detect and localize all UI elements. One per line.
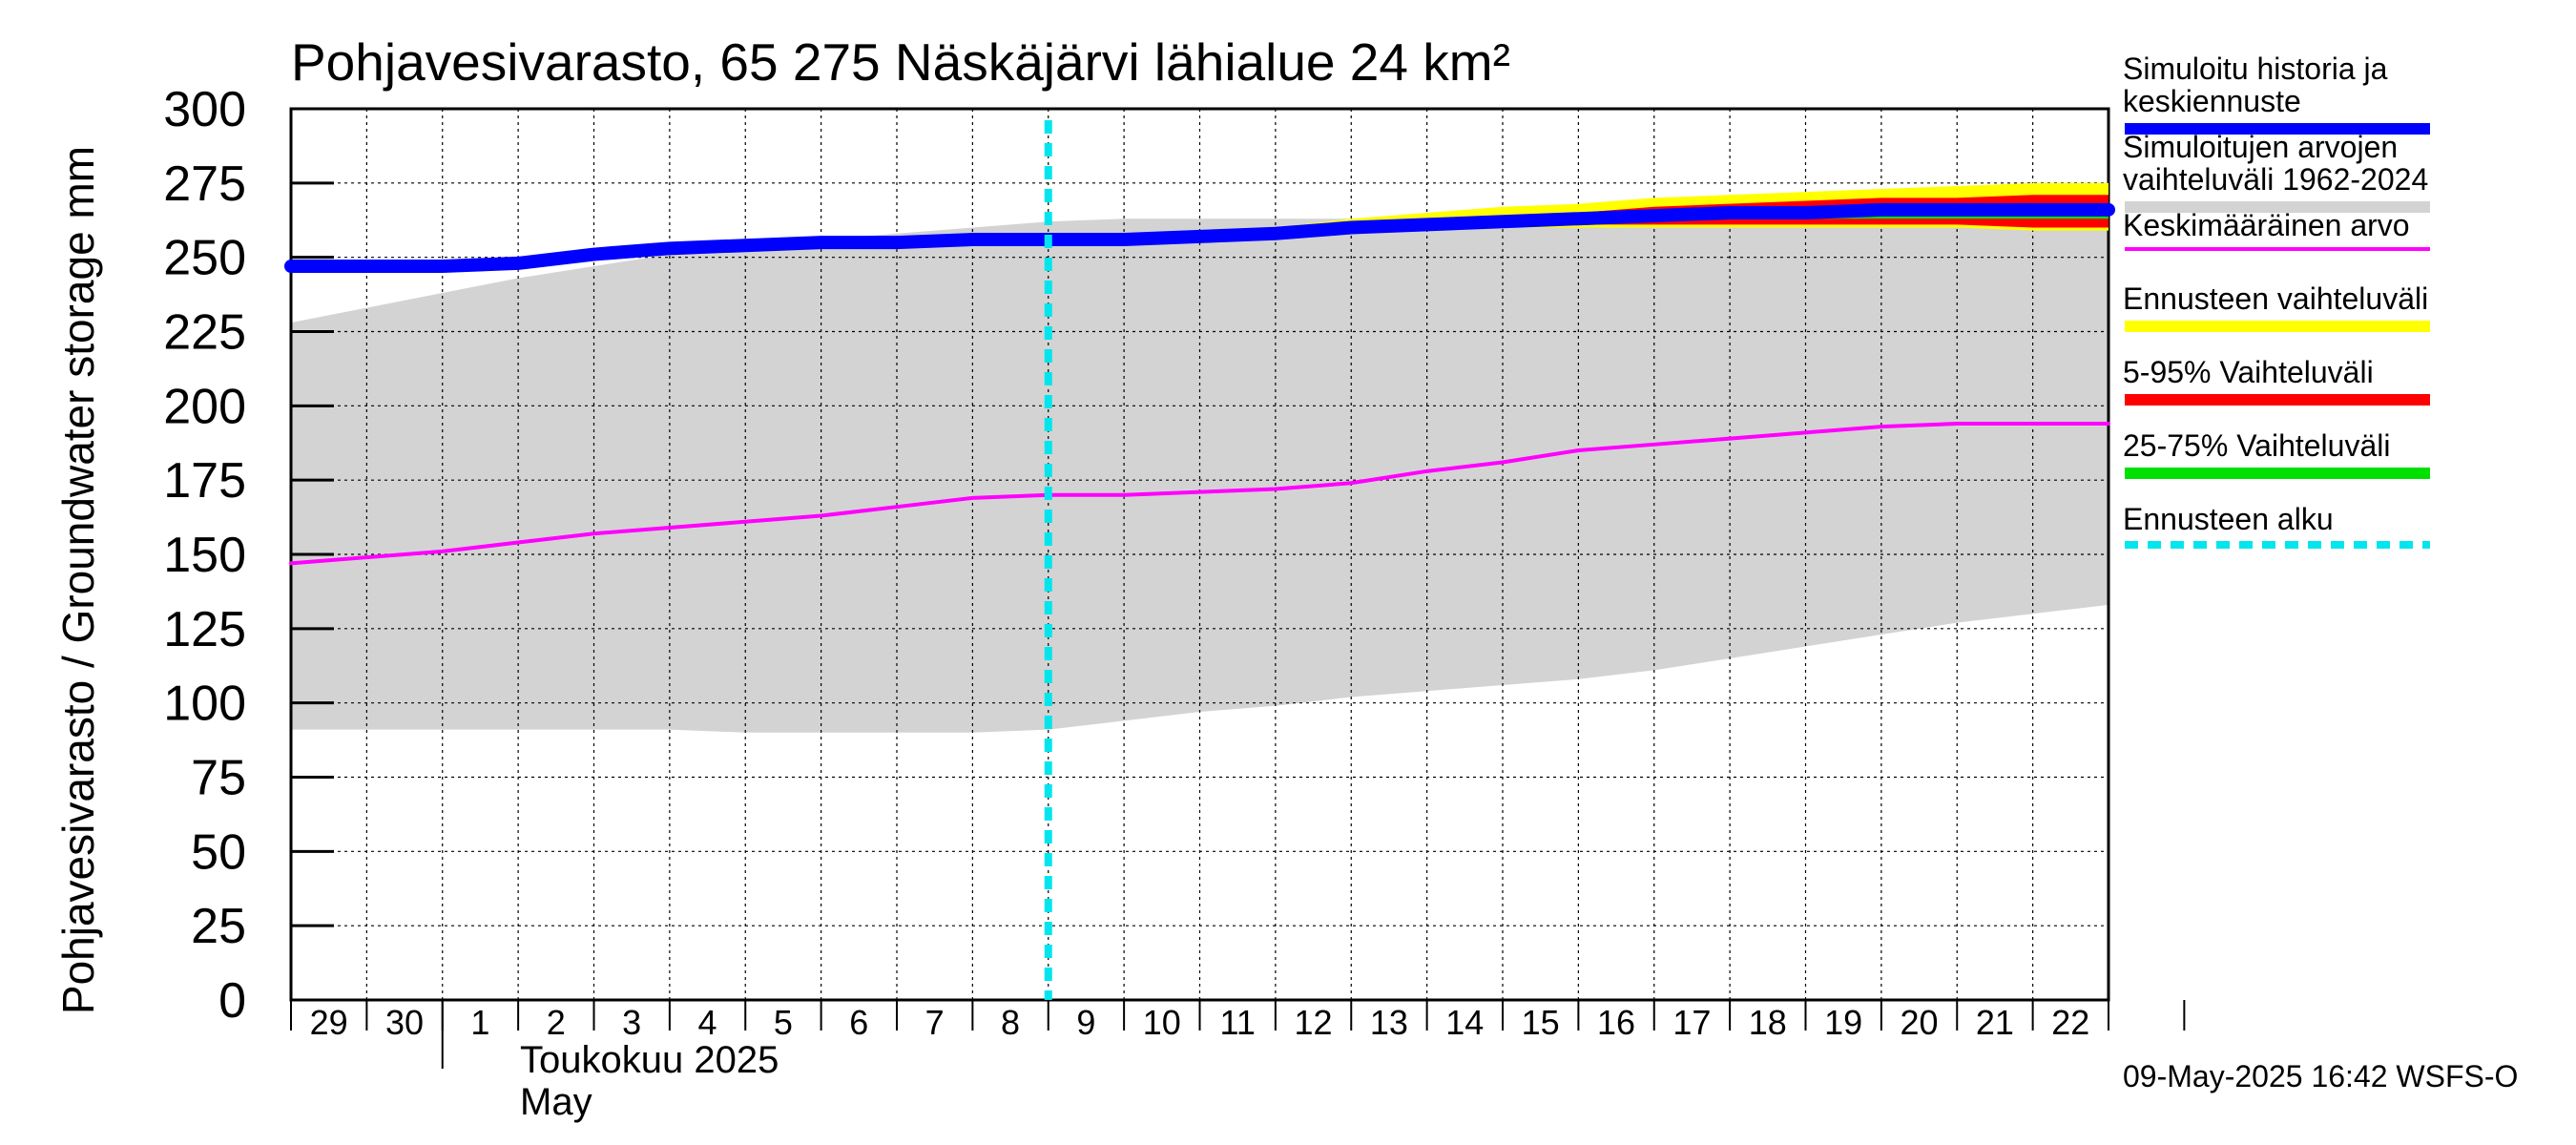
x-tick-label: 29 (310, 1003, 348, 1042)
y-axis-label: Pohjavesivarasto / Groundwater storage m… (53, 146, 103, 1014)
x-tick-label: 13 (1370, 1003, 1408, 1042)
y-tick-label: 200 (163, 379, 246, 434)
x-tick-label: 14 (1445, 1003, 1484, 1042)
legend-label: 25-75% Vaihteluväli (2123, 428, 2391, 463)
month-label-en: May (520, 1081, 592, 1123)
legend-swatch (2125, 394, 2430, 406)
timestamp: 09-May-2025 16:42 WSFS-O (2123, 1059, 2519, 1093)
legend-swatch (2125, 468, 2430, 479)
x-tick-label: 18 (1749, 1003, 1787, 1042)
y-tick-label: 275 (163, 156, 246, 212)
history-line (284, 202, 2115, 274)
x-tick-label: 5 (774, 1003, 793, 1042)
legend-item-forecast-range: Ennusteen vaihteluväli (2123, 282, 2571, 356)
legend-swatch (2125, 201, 2430, 213)
x-tick-label: 7 (925, 1003, 945, 1042)
legend-label: Ennusteen alku (2123, 502, 2334, 536)
legend-swatch (2125, 247, 2430, 251)
y-tick-label: 175 (163, 453, 246, 509)
y-tick-label: 225 (163, 305, 246, 361)
legend-item-range-1962-2024: Simuloitujen arvojen vaihteluväli 1962-2… (2123, 130, 2571, 213)
x-tick-label: 11 (1220, 1003, 1256, 1042)
x-tick-label: 12 (1295, 1003, 1333, 1042)
legend-label: Simuloitujen arvojen vaihteluväli 1962-2… (2123, 130, 2429, 197)
x-tick-label: 22 (2051, 1003, 2089, 1042)
legend-item-mean: Keskimääräinen arvo (2123, 209, 2571, 282)
x-tick-label: 20 (1901, 1003, 1939, 1042)
legend-label: 5-95% Vaihteluväli (2123, 355, 2374, 389)
y-tick-label: 300 (163, 82, 246, 137)
x-tick-label: 30 (385, 1003, 424, 1042)
legend-swatch (2125, 321, 2430, 332)
y-tick-label: 75 (191, 751, 246, 806)
chart-title: Pohjavesivarasto, 65 275 Näskäjärvi lähi… (291, 32, 1510, 92)
month-label-fi: Toukokuu 2025 (520, 1039, 779, 1081)
legend-label: Ennusteen vaihteluväli (2123, 281, 2429, 316)
y-axis: 0 25 50 75 100 125 150 175 200 225 250 275 300 (163, 82, 334, 1029)
x-tick-label: 21 (1976, 1003, 2014, 1042)
x-tick-label: 3 (622, 1003, 641, 1042)
x-tick-label: 16 (1597, 1003, 1635, 1042)
x-tick-label: 8 (1001, 1003, 1020, 1042)
y-tick-label: 0 (218, 973, 246, 1029)
x-tick-label: 10 (1143, 1003, 1181, 1042)
legend-item-p5-95: 5-95% Vaihteluväli (2123, 356, 2571, 429)
x-tick-label: 6 (849, 1003, 868, 1042)
x-tick-label: 17 (1672, 1003, 1711, 1042)
x-axis: 29 30 1 2 3 4 5 6 7 8 9 10 11 12 13 14 15 16 17 18 19 20 21 22 (290, 1000, 2186, 1069)
x-tick-label: 9 (1076, 1003, 1095, 1042)
legend-item-p25-75: 25-75% Vaihteluväli (2123, 429, 2571, 503)
y-tick-label: 50 (191, 824, 246, 880)
legend-swatch (2125, 541, 2430, 549)
y-tick-label: 250 (163, 231, 246, 286)
legend-label: Simuloitu historia ja keskiennuste (2123, 52, 2388, 118)
x-tick-label: 1 (470, 1003, 489, 1042)
legend-swatch (2125, 123, 2430, 135)
y-tick-label: 150 (163, 528, 246, 583)
legend-item-history: Simuloitu historia ja keskiennuste (2123, 52, 2571, 135)
x-tick-label: 4 (698, 1003, 717, 1042)
x-tick-label: 2 (547, 1003, 566, 1042)
x-tick-label: 19 (1824, 1003, 1862, 1042)
legend-label: Keskimääräinen arvo (2123, 208, 2410, 242)
mean-line (289, 422, 2110, 566)
y-tick-label: 100 (163, 677, 246, 732)
legend: Simuloitu historia ja keskiennuste Simulo… (2123, 52, 2571, 576)
legend-item-forecast-start: Ennusteen alku (2123, 503, 2571, 576)
series-lines (284, 120, 2115, 1000)
y-tick-label: 125 (163, 602, 246, 657)
x-tick-label: 15 (1522, 1003, 1560, 1042)
y-tick-label: 25 (191, 899, 246, 954)
